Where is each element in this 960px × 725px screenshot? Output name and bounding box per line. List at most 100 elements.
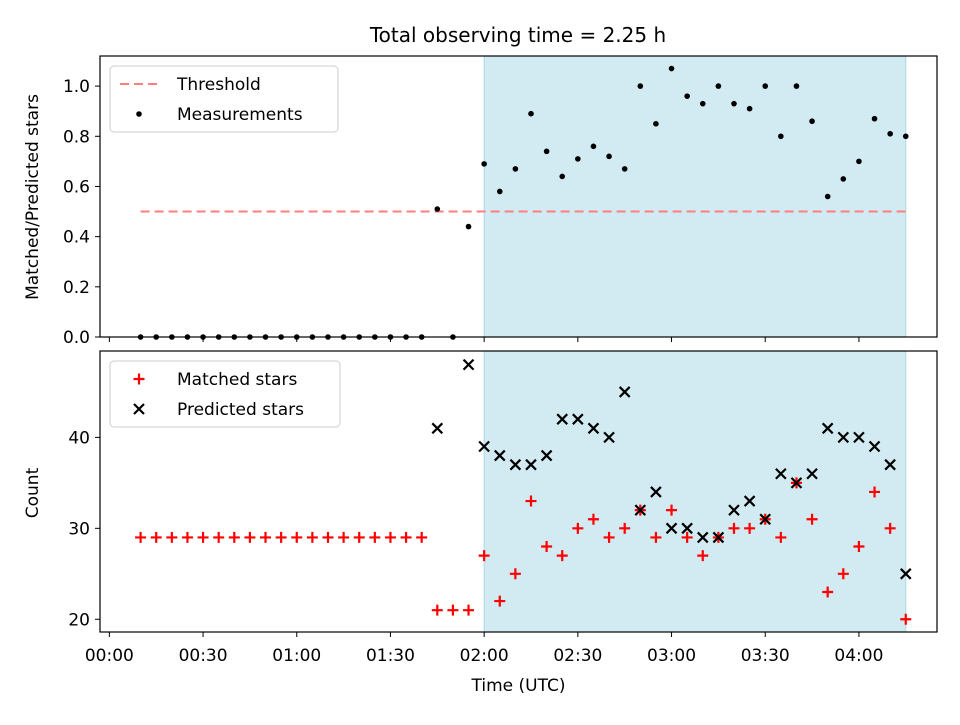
plot-frame	[99, 55, 938, 338]
matched-star-point	[463, 604, 475, 616]
measurement-point	[778, 133, 784, 140]
matched-star-point	[869, 486, 881, 498]
measurement-point	[887, 130, 893, 137]
predicted-star-point	[665, 522, 678, 535]
matched-star-point	[666, 504, 678, 516]
matched-star-point	[244, 531, 256, 543]
matched-star-point	[150, 531, 162, 543]
measurement-point	[746, 105, 753, 112]
measurement-point	[731, 100, 737, 107]
y-tick-label: 0.8	[63, 127, 90, 147]
matched-star-point	[228, 531, 240, 543]
matched-star-point	[822, 586, 834, 598]
predicted-star-point	[587, 422, 600, 435]
matched-star-point	[166, 531, 178, 543]
measurement-point	[856, 158, 862, 165]
matched-star-point	[697, 550, 709, 562]
measurement-point	[668, 65, 675, 72]
measurement-point	[481, 161, 487, 167]
x-tick-label: 00:30	[179, 646, 228, 666]
predicted-star-point	[743, 495, 756, 507]
measurement-point	[902, 133, 909, 140]
predicted-star-point	[572, 413, 584, 425]
predicted-star-point	[837, 431, 850, 444]
matched-star-point	[181, 531, 193, 543]
measurement-point	[762, 83, 769, 89]
predicted-star-point	[431, 422, 444, 435]
matched-star-point	[541, 541, 553, 553]
matched-star-point	[884, 522, 896, 534]
top-panel: 0.0 0.2 0.4 0.6 0.8 1.0 Matched/Predicted star…	[23, 55, 938, 348]
legend: Threshold Measurements	[109, 65, 339, 133]
y-tick-label: 30	[68, 519, 90, 539]
measurement-point	[512, 166, 519, 172]
x-tick-label: 01:00	[272, 646, 321, 666]
y-tick-label: 1.0	[63, 77, 90, 97]
measurement-point	[496, 188, 503, 195]
x-tick-label: 01:30	[366, 646, 415, 666]
matched-star-point	[587, 513, 599, 525]
matched-star-point	[509, 568, 521, 580]
predicted-star-point	[603, 431, 615, 444]
matched-star-point	[900, 613, 912, 625]
predicted-star-point	[806, 467, 818, 480]
matched-star-point	[728, 522, 740, 534]
legend-box	[109, 360, 341, 428]
measurement-point	[528, 110, 534, 117]
matched-star-point	[260, 531, 272, 543]
matched-star-point	[572, 522, 584, 534]
matched-star-point	[478, 550, 490, 562]
measurement-point	[543, 148, 550, 155]
legend-box	[109, 65, 339, 133]
predicted-star-point	[634, 504, 647, 516]
matched-star-point	[291, 531, 303, 543]
matched-star-point	[338, 531, 350, 543]
x-tick-label: 02:00	[460, 646, 509, 666]
measurement-point	[637, 83, 644, 89]
measurement-point	[606, 153, 612, 160]
observing-window-region	[483, 55, 907, 338]
measurement-point	[809, 118, 815, 125]
x-tick-label: 04:00	[834, 646, 883, 666]
legend-label: Measurements	[177, 105, 303, 125]
matched-star-point	[416, 531, 428, 543]
matched-star-point	[775, 531, 787, 543]
measurement-point	[840, 176, 847, 182]
measurement-point	[559, 173, 566, 180]
measurement-point	[793, 83, 800, 89]
chart-title: Total observing time = 2.25 h	[369, 23, 666, 47]
y-axis-label: Matched/Predicted stars	[23, 94, 43, 300]
measurement-point	[653, 120, 659, 127]
matched-star-point	[494, 595, 506, 607]
legend-label: Predicted stars	[177, 400, 304, 420]
matched-star-point	[619, 522, 631, 534]
matched-star-point	[135, 531, 147, 543]
measurement-point	[871, 115, 878, 122]
matched-star-point	[369, 531, 381, 543]
matched-star-point	[556, 550, 568, 562]
matched-star-point	[306, 531, 318, 543]
predicted-star-point	[868, 440, 881, 453]
predicted-star-point	[556, 413, 569, 425]
matched-star-point	[603, 531, 615, 543]
y-axis-label: Count	[23, 467, 43, 518]
measurement-point	[465, 223, 472, 230]
y-tick-label: 0.2	[63, 278, 90, 298]
measurement-point	[434, 206, 441, 212]
predicted-star-point	[790, 477, 803, 489]
y-tick-label: 40	[68, 428, 90, 448]
legend-measurement-swatch	[136, 111, 142, 117]
predicted-star-point	[525, 458, 537, 471]
matched-star-point	[322, 531, 334, 543]
matched-star-point	[384, 531, 396, 543]
predicted-star-point	[478, 440, 490, 453]
legend-matched-swatch	[133, 373, 145, 385]
matched-star-point	[275, 531, 287, 543]
matched-star-point	[681, 531, 693, 543]
observing-window-region	[483, 350, 907, 633]
predicted-star-point	[681, 522, 693, 535]
matched-star-point	[353, 531, 365, 543]
predicted-star-point	[509, 458, 522, 471]
measurement-point	[684, 93, 690, 99]
